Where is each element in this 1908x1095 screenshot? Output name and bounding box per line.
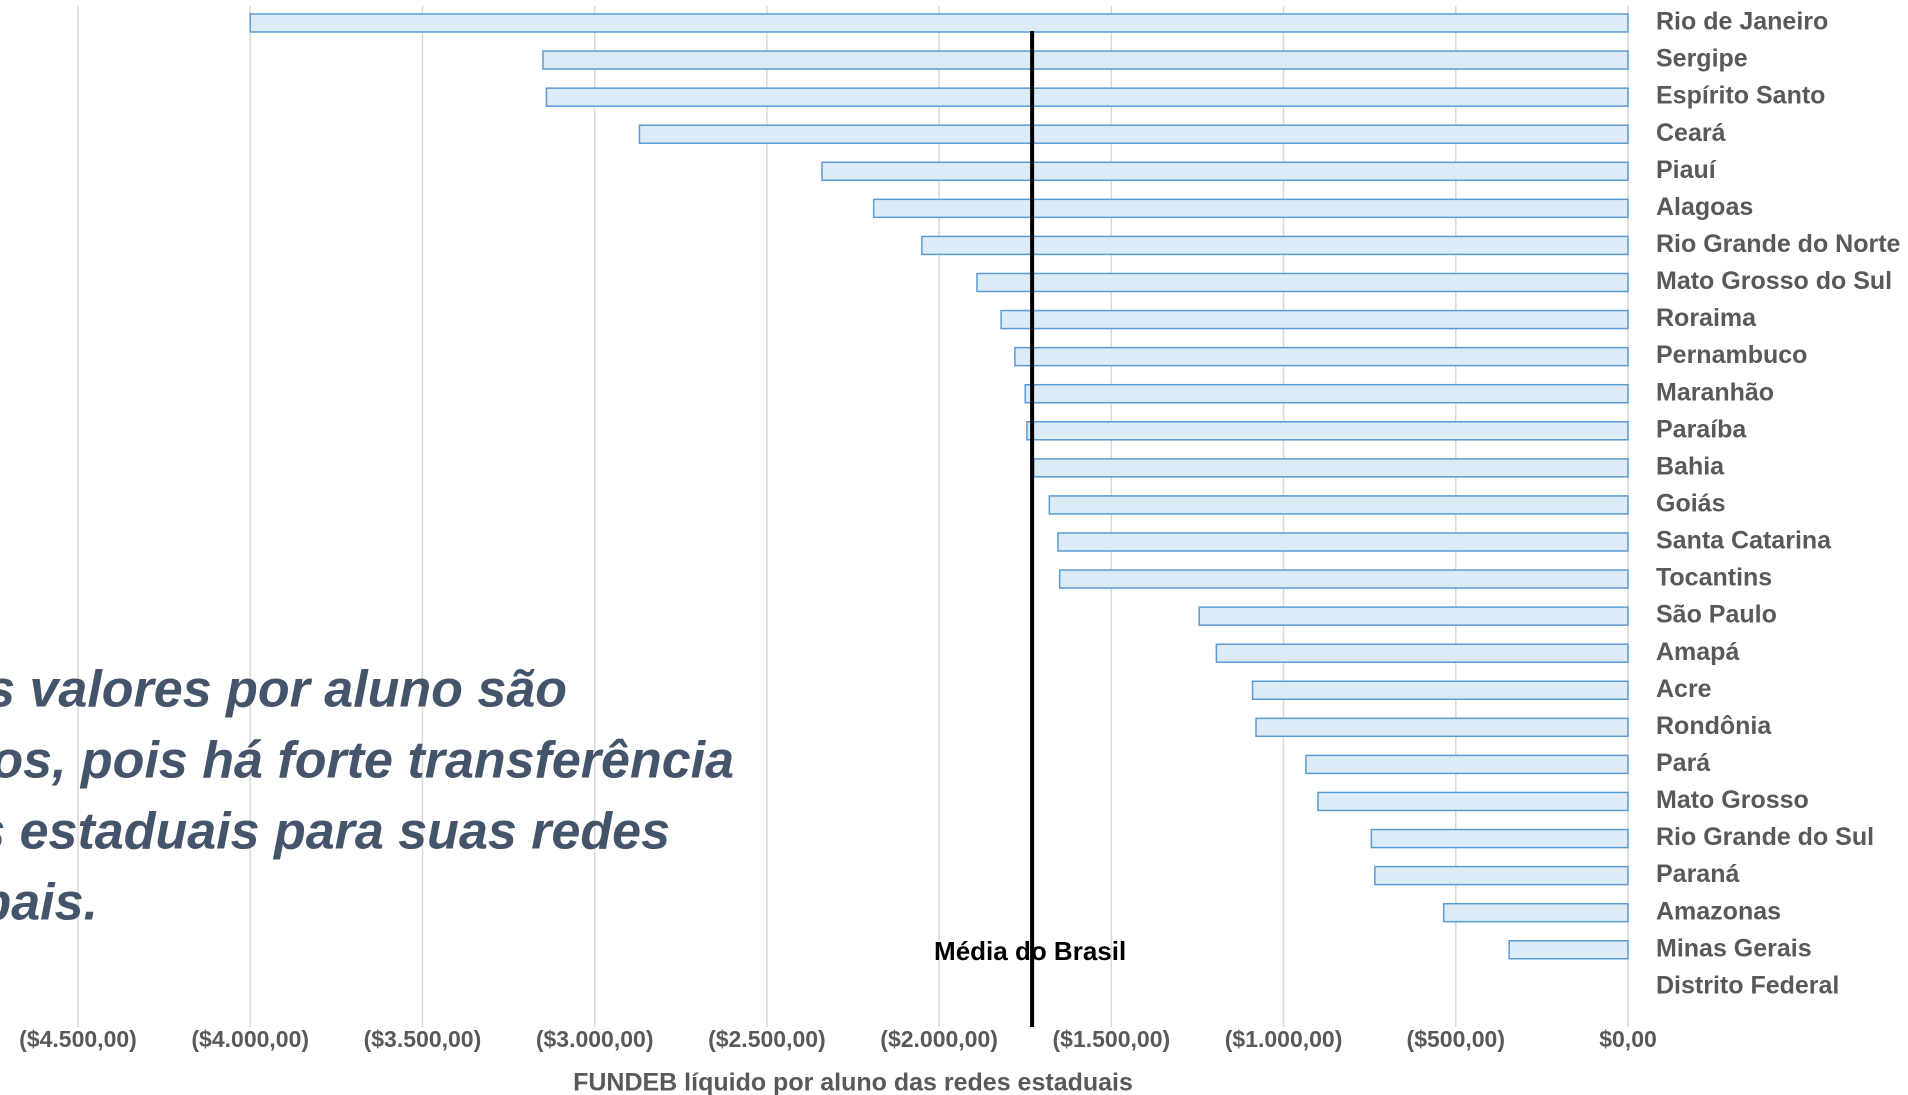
bar [1026, 421, 1629, 441]
bar [249, 13, 1629, 33]
category-label: Sergipe [1656, 45, 1748, 73]
category-label: Piauí [1656, 156, 1717, 184]
bar [1317, 791, 1629, 812]
category-label: Distrito Federal [1656, 971, 1839, 999]
bar [921, 235, 1629, 256]
x-tick-label: ($2.000,00) [880, 1026, 998, 1052]
x-tick-label: ($4.500,00) [19, 1026, 137, 1052]
bar [1251, 680, 1629, 701]
bar [1033, 458, 1629, 478]
category-label: Mato Grosso [1656, 786, 1809, 814]
bar [1058, 569, 1629, 589]
x-tick-label: ($4.000,00) [191, 1026, 309, 1052]
category-label: Rio de Janeiro [1656, 8, 1828, 36]
x-tick-label: ($3.000,00) [536, 1026, 654, 1052]
bar [1000, 309, 1629, 330]
category-label: Paraíba [1656, 415, 1747, 443]
bar [542, 50, 1629, 70]
x-tick-label: ($2.500,00) [708, 1026, 826, 1052]
bar [638, 124, 1629, 144]
category-label: Pernambuco [1656, 341, 1807, 369]
bar [1198, 606, 1629, 626]
category-label: Pará [1656, 749, 1710, 777]
x-tick-label: $0,00 [1599, 1026, 1657, 1052]
bar [1374, 865, 1629, 886]
bar [545, 87, 1629, 107]
category-label: Ceará [1656, 119, 1726, 147]
bar [821, 161, 1629, 182]
category-label: Amazonas [1656, 897, 1781, 925]
x-tick-label: ($1.500,00) [1053, 1026, 1171, 1052]
x-axis-title: FUNDEB líquido por aluno das redes estad… [573, 1069, 1133, 1095]
category-label: Rio Grande do Sul [1656, 823, 1874, 851]
category-label: Tocantins [1656, 564, 1772, 592]
bar [872, 198, 1629, 219]
category-label: Santa Catarina [1656, 527, 1832, 555]
category-label: Alagoas [1656, 193, 1753, 221]
bar [976, 272, 1629, 293]
x-tick-label: ($1.000,00) [1225, 1026, 1343, 1052]
category-label: Acre [1656, 675, 1712, 703]
category-label: Minas Gerais [1656, 934, 1812, 962]
bar [1508, 940, 1629, 960]
category-label: Rio Grande do Norte [1656, 230, 1901, 258]
bar [1370, 828, 1629, 849]
annotation: os valores por aluno são [0, 661, 567, 719]
annotation: es estaduais para suas redes [0, 803, 670, 861]
category-label: Amapá [1656, 638, 1739, 666]
average-label: Média do Brasil [934, 936, 1126, 966]
bar [1014, 346, 1629, 367]
bar [1305, 754, 1629, 775]
x-tick-label: ($500,00) [1407, 1026, 1505, 1052]
category-label: São Paulo [1656, 601, 1777, 629]
x-tick-label: ($3.500,00) [364, 1026, 482, 1052]
category-label: Rondônia [1656, 712, 1772, 740]
bar [1024, 383, 1629, 404]
bar [1057, 532, 1629, 552]
annotation: pais. [0, 874, 98, 932]
category-label: Mato Grosso do Sul [1656, 267, 1892, 295]
category-label: Goiás [1656, 490, 1725, 518]
bar [1255, 717, 1629, 738]
category-label: Roraima [1656, 304, 1757, 332]
annotation: vos, pois há forte transferência [0, 732, 734, 790]
bar [1215, 643, 1629, 663]
category-label: Paraná [1656, 860, 1739, 888]
bar [1048, 495, 1629, 515]
category-label: Espírito Santo [1656, 82, 1825, 110]
category-label: Bahia [1656, 452, 1725, 480]
bar [1442, 902, 1629, 923]
category-label: Maranhão [1656, 378, 1774, 406]
